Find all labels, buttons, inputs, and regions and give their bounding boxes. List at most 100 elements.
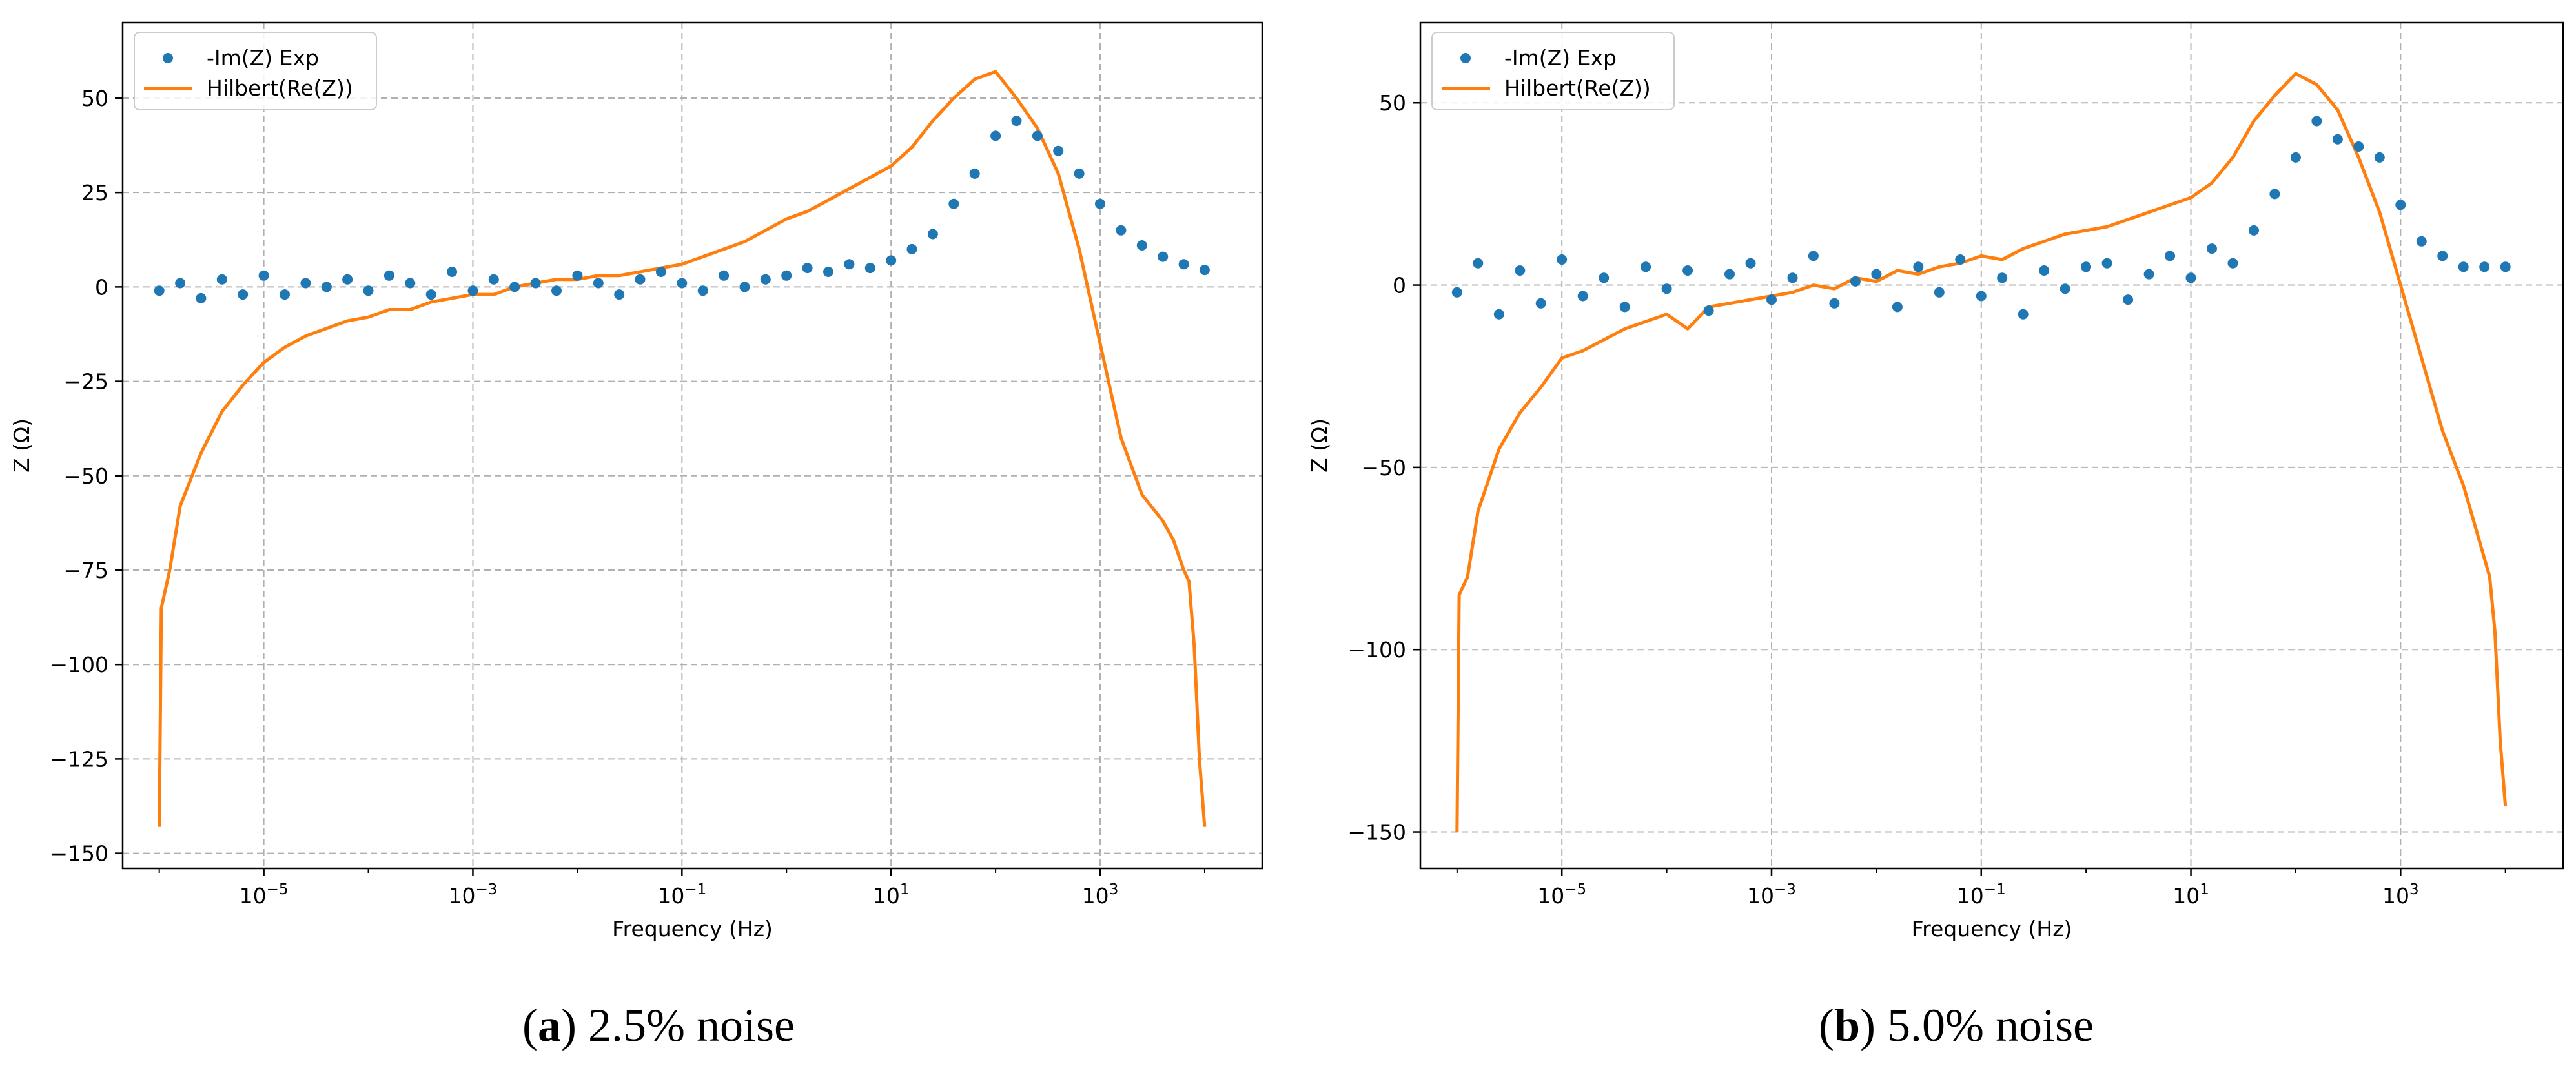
scatter-point: [1493, 309, 1504, 320]
scatter-point: [927, 229, 938, 240]
series-scatter-im-z: [1451, 116, 2511, 320]
legend-label-scatter: -Im(Z) Exp: [207, 45, 319, 70]
scatter-point: [2081, 261, 2092, 272]
legend-label-line: Hilbert(Re(Z)): [1504, 76, 1651, 101]
y-axis-label: Z (Ω): [1307, 418, 1332, 473]
y-tick-label: 0: [1393, 273, 1406, 298]
axes-frame: [121, 21, 1263, 870]
scatter-point: [2311, 116, 2322, 127]
scatter-point: [1892, 302, 1903, 313]
y-tick-label: −100: [50, 652, 108, 677]
scatter-point: [1473, 258, 1484, 269]
scatter-point: [635, 274, 646, 285]
y-tick-label: −100: [1347, 637, 1406, 662]
y-tick-label: −125: [50, 746, 108, 772]
x-tick-label: 10−1: [1957, 881, 2006, 908]
scatter-point: [1661, 283, 1672, 294]
scatter-point: [1178, 259, 1189, 270]
y-tick-label: 50: [81, 86, 108, 111]
scatter-point: [1871, 269, 1882, 280]
scatter-point: [216, 274, 227, 285]
x-tick-label: 10−3: [1747, 881, 1796, 908]
legend-box: [134, 32, 377, 110]
scatter-point: [2290, 152, 2301, 163]
scatter-point: [467, 285, 478, 296]
scatter-point: [2416, 236, 2427, 247]
scatter-point: [1703, 305, 1714, 316]
scatter-point: [1641, 261, 1651, 272]
scatter-point: [1095, 198, 1105, 209]
scatter-point: [1934, 287, 1945, 298]
y-tick-label: 0: [95, 274, 108, 300]
series-line-hilbert: [1455, 72, 2508, 832]
scatter-point: [1724, 269, 1735, 280]
legend-marker-scatter: [1460, 53, 1471, 63]
y-tick-label: 25: [81, 180, 108, 205]
scatter-point: [697, 285, 708, 296]
x-tick-label: 101: [2172, 881, 2209, 908]
scatter-point: [2123, 294, 2134, 305]
scatter-point: [1158, 251, 1169, 262]
scatter-point: [1199, 265, 1210, 276]
scatter-point: [1053, 145, 1064, 156]
scatter-point: [614, 289, 625, 300]
scatter-point: [258, 270, 269, 281]
scatter-point: [886, 255, 897, 266]
scatter-point: [2374, 152, 2385, 163]
y-tick-label: −50: [63, 464, 108, 489]
scatter-point: [2249, 225, 2259, 236]
x-tick-label: 101: [873, 881, 910, 908]
scatter-point: [864, 263, 875, 274]
scatter-point: [844, 259, 855, 270]
scatter-point: [2018, 309, 2029, 320]
axes-frame: [1419, 21, 2564, 870]
scatter-point: [551, 285, 562, 296]
scatter-point: [593, 278, 604, 289]
scatter-point: [447, 267, 458, 277]
scatter-point: [1116, 225, 1127, 236]
scatter-point: [530, 278, 541, 289]
scatter-point: [2332, 134, 2343, 145]
scatter-point: [405, 278, 416, 289]
caption-a: (a) 2.5% noise: [522, 999, 795, 1051]
scatter-point: [383, 270, 394, 281]
legend: -Im(Z) Exp Hilbert(Re(Z)): [134, 32, 377, 110]
scatter-point: [1535, 298, 1546, 309]
scatter-point: [1997, 272, 2008, 283]
scatter-point: [969, 168, 980, 179]
scatter-point: [175, 278, 186, 289]
y-tick-label: −50: [1361, 455, 1406, 480]
chart-panel-a: 50 25 0 −25 −50 −75 −100 −125 −150 10−5 10−3 10−1 10…: [9, 21, 1263, 941]
scatter-point: [2143, 269, 2154, 280]
y-tick-label: −75: [63, 558, 108, 583]
scatter-point: [238, 289, 249, 300]
scatter-point: [2165, 251, 2176, 261]
scatter-point: [280, 289, 290, 300]
scatter-point: [655, 267, 666, 277]
x-tick-label: 103: [1082, 881, 1119, 908]
x-tick-label: 10−5: [240, 881, 289, 908]
x-axis-label: Frequency (Hz): [1912, 916, 2072, 941]
scatter-point: [2227, 258, 2238, 269]
scatter-point: [906, 243, 917, 254]
scatter-point: [823, 267, 833, 277]
series-line-hilbert: [158, 70, 1207, 827]
legend-label-scatter: -Im(Z) Exp: [1504, 45, 1617, 70]
scatter-point: [760, 274, 771, 285]
y-tick-label: −150: [1347, 820, 1406, 845]
scatter-point: [342, 274, 353, 285]
scatter-point: [1599, 272, 1610, 283]
scatter-point: [1451, 287, 1462, 298]
x-tick-label: 103: [2382, 881, 2419, 908]
legend: -Im(Z) Exp Hilbert(Re(Z)): [1431, 32, 1675, 110]
scatter-point: [990, 130, 1001, 141]
scatter-point: [2479, 261, 2490, 272]
y-tick-label: −150: [50, 841, 108, 866]
scatter-point: [802, 263, 813, 274]
scatter-point: [1515, 265, 1526, 276]
scatter-point: [948, 198, 959, 209]
chart-panel-b: 50 0 −50 −100 −150 10−5 10−3 10−1 101 103 Frequenc…: [1307, 21, 2564, 941]
scatter-point: [2039, 265, 2050, 276]
legend-marker-scatter: [163, 53, 173, 63]
